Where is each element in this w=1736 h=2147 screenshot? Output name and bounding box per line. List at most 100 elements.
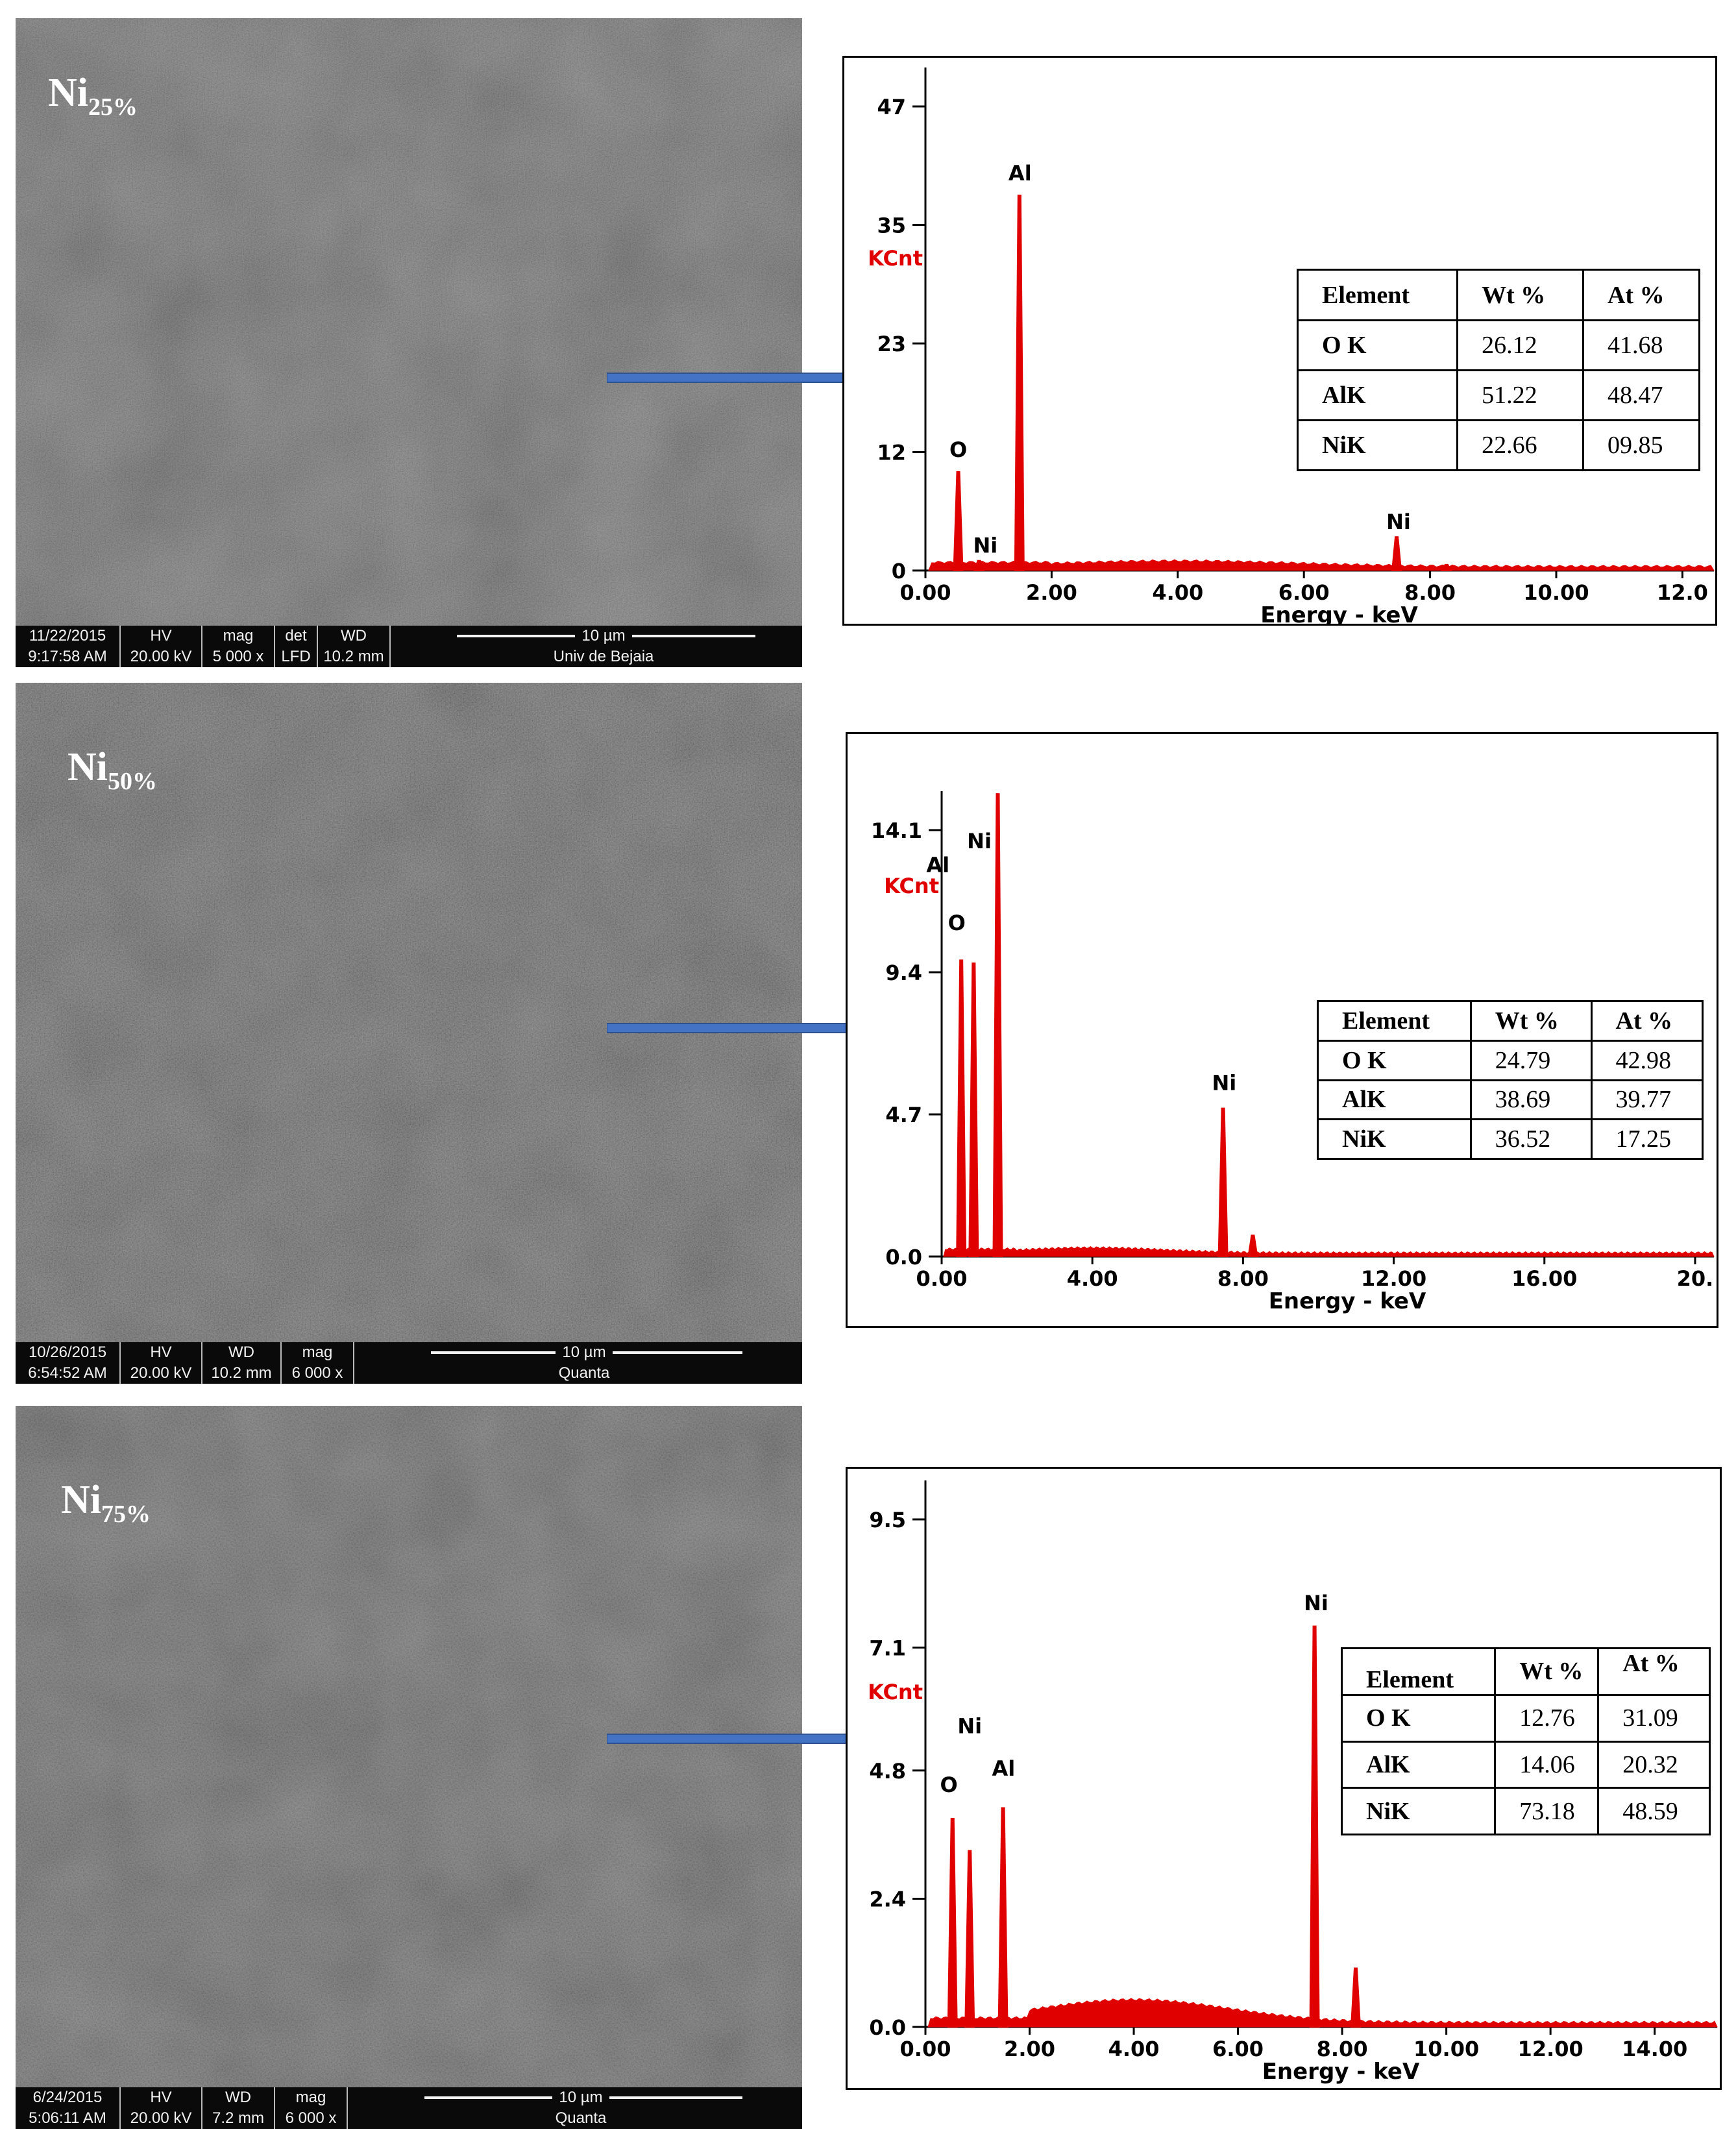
y-tick-label: 35	[877, 214, 906, 238]
x-tick-label: 6.00	[1212, 2037, 1264, 2061]
spectrum-background	[943, 1245, 1715, 1257]
spectrum-background	[927, 1998, 1718, 2028]
spectrum-peak	[1014, 194, 1025, 571]
header-element: Element	[1340, 1647, 1497, 1696]
spectrum-peak	[1391, 536, 1402, 571]
peak-label: Ni	[957, 1713, 982, 1738]
table-row: AlK 38.69 39.77	[1317, 1079, 1704, 1121]
x-tick-label: 6.00	[1278, 580, 1330, 605]
header-at: At %	[1590, 1000, 1704, 1042]
y-tick-label: 14.1	[871, 818, 922, 843]
x-tick-label: 2.00	[1004, 2037, 1055, 2061]
spectrum-peak	[1247, 1234, 1258, 1257]
y-tick-label: 47	[877, 95, 906, 119]
y-axis-label: KCnt	[868, 246, 923, 271]
x-tick-label: 0.00	[900, 580, 951, 605]
table-row: NiK 36.52 17.25	[1317, 1118, 1704, 1160]
scale-bar: 10 µm Univ de Bejaia	[405, 626, 802, 667]
eds-spectrum: 0 12 23 35 47 0.00 2.00 4.00 6.00 8.00 10.00 12.0 En…	[842, 56, 1717, 626]
sample-label: Ni75%	[61, 1478, 151, 1528]
spectrum-peak	[947, 1817, 958, 2028]
table-row: O K 24.79 42.98	[1317, 1039, 1704, 1081]
y-tick-label: 0	[892, 559, 906, 583]
sample-label: Ni50%	[67, 745, 157, 795]
scale-bar: 10 µm Quanta	[366, 1342, 802, 1384]
x-tick-label: 20.	[1677, 1266, 1714, 1291]
spectrum-peak	[1309, 1625, 1320, 2028]
y-tick-label: 4.8	[869, 1759, 906, 1784]
sem-info-bar: 10/26/2015 6:54:52 AM HV 20.00 kV WD 10.2 m…	[16, 1342, 802, 1384]
x-axis-label: Energy - keV	[1269, 1288, 1426, 1314]
peak-label: Ni	[1386, 509, 1411, 534]
x-axis-label: Energy - keV	[1260, 602, 1418, 624]
sem-micrograph	[16, 18, 802, 667]
x-tick-label: 4.00	[1108, 2037, 1160, 2061]
x-tick-label: 8.00	[1317, 2037, 1368, 2061]
sem-info-bar: 6/24/2015 5:06:11 AM HV 20.00 kV WD 7.2 mm …	[16, 2087, 802, 2129]
eds-spectrum: 0.0 4.7 9.4 14.1 0.00 4.00 8.00 12.00 16.00 20. En…	[846, 732, 1718, 1328]
x-tick-label: 10.00	[1413, 2037, 1479, 2061]
peak-label: Ni	[1304, 1591, 1328, 1615]
scale-bar: 10 µm Quanta	[360, 2087, 802, 2129]
peak-label: Al	[992, 1756, 1016, 1781]
peak-label: Ni	[1212, 1071, 1236, 1096]
x-tick-label: 4.00	[1067, 1266, 1118, 1291]
spectrum-peak	[1350, 1967, 1362, 2028]
peak-label: O	[949, 437, 967, 462]
eds-spectrum: 0.0 2.4 4.8 7.1 9.5 0.00 2.00 4.00 6.00 8.00 10.00…	[846, 1467, 1722, 2090]
y-tick-label: 0.0	[869, 2015, 906, 2040]
x-tick-label: 10.00	[1523, 580, 1589, 605]
sem-image: Ni25% 11/22/2015 9:17:58 AM HV 20.00 kV ma…	[16, 18, 802, 667]
x-tick-label: 0.00	[916, 1266, 968, 1291]
spectrum-peak	[973, 559, 985, 571]
table-row: AlK 51.22 48.47	[1296, 369, 1701, 421]
y-tick-label: 7.1	[869, 1636, 906, 1661]
panel-ni-75: Ni75% 6/24/2015 5:06:11 AM HV 20.00 kV WD 7…	[0, 1406, 1736, 2129]
x-tick-label: 8.00	[1217, 1266, 1269, 1291]
spectrum-peak	[968, 963, 979, 1257]
panel-ni-25: Ni25% 11/22/2015 9:17:58 AM HV 20.00 kV ma…	[0, 18, 1736, 687]
x-tick-label: 16.00	[1511, 1266, 1577, 1291]
header-at: At %	[1582, 269, 1701, 321]
header-element: Element	[1296, 269, 1459, 321]
y-tick-label: 4.7	[885, 1103, 922, 1127]
peak-label: Al	[926, 853, 949, 877]
x-tick-label: 14.00	[1622, 2037, 1687, 2061]
header-at: At %	[1597, 1647, 1711, 1696]
spectrum-peak	[964, 1850, 975, 2028]
composition-table: Element Wt % At % O K 24.79 42.98 AlK 38.69…	[1317, 1000, 1704, 1160]
sem-info-bar: 11/22/2015 9:17:58 AM HV 20.00 kV mag 5 000…	[16, 626, 802, 667]
x-tick-label: 12.00	[1518, 2037, 1583, 2061]
spectrum-background	[928, 559, 1715, 571]
peak-label: Ni	[967, 829, 992, 853]
x-tick-label: 12.0	[1657, 580, 1708, 605]
panel-ni-50: Ni50% 10/26/2015 6:54:52 AM HV 20.00 kV WD…	[0, 683, 1736, 1384]
x-tick-label: 12.00	[1361, 1266, 1426, 1291]
y-tick-label: 23	[877, 332, 906, 356]
composition-table: Element Wt % At % O K 26.12 41.68 AlK 51.22…	[1296, 269, 1701, 471]
spectrum-peak	[953, 471, 964, 571]
spectrum-peak	[1441, 563, 1452, 571]
table-row: NiK 22.66 09.85	[1296, 419, 1701, 471]
y-tick-label: 9.4	[885, 961, 922, 985]
y-axis-label: KCnt	[884, 874, 939, 898]
peak-label: Al	[1009, 161, 1032, 186]
y-tick-label: 12	[877, 440, 906, 465]
table-row: NiK 73.18 48.59	[1340, 1787, 1711, 1835]
y-tick-label: 2.4	[869, 1887, 906, 1911]
x-tick-label: 2.00	[1026, 580, 1077, 605]
peak-label: O	[948, 911, 966, 935]
sem-image: Ni75% 6/24/2015 5:06:11 AM HV 20.00 kV WD 7…	[16, 1406, 802, 2129]
y-tick-label: 9.5	[869, 1508, 906, 1532]
header-wt: Wt %	[1469, 1000, 1593, 1042]
composition-table: Element Wt % At % O K 12.76 31.09 AlK 14.06…	[1340, 1647, 1711, 1835]
x-tick-label: 8.00	[1404, 580, 1456, 605]
spectrum-peak	[956, 959, 967, 1257]
header-element: Element	[1317, 1000, 1472, 1042]
y-tick-label: 0.0	[885, 1245, 922, 1270]
x-tick-label: 0.00	[900, 2037, 951, 2061]
table-row: AlK 14.06 20.32	[1340, 1740, 1711, 1789]
peak-label: O	[940, 1773, 958, 1797]
sample-label: Ni25%	[48, 71, 138, 121]
spectrum-peak	[997, 1807, 1009, 2028]
